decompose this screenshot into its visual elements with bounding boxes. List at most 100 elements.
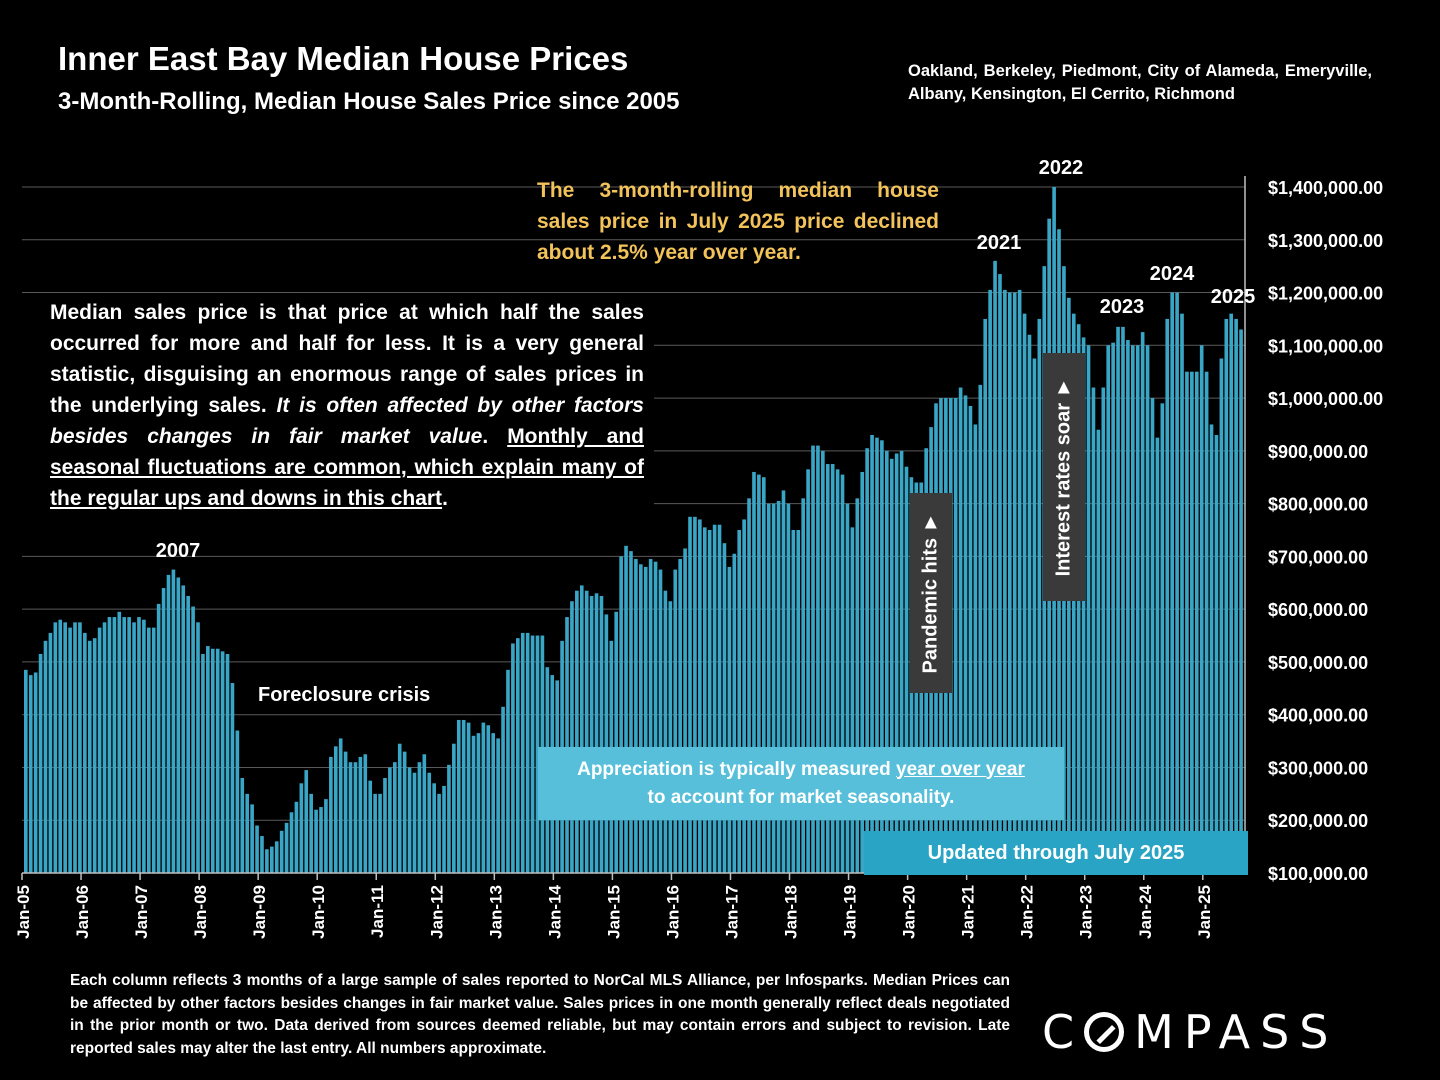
y-tick-label: $100,000.00 [1268,864,1368,884]
price-bar [1101,387,1106,873]
y-tick-label: $200,000.00 [1268,811,1368,831]
appreciation-line2: to account for market seasonality. [647,786,955,808]
price-bar [476,733,481,873]
median-note-italic: It is often affected by other factors be… [50,394,644,448]
price-bar [412,772,417,873]
price-bar [1126,340,1130,873]
y-tick-label: $1,100,000.00 [1268,336,1383,356]
price-bar [161,588,166,873]
price-bar [801,498,805,873]
price-bar [196,622,200,873]
price-bar [860,471,865,873]
price-bar [604,614,609,873]
price-bar [634,559,638,873]
price-bar [614,611,619,873]
price-bar [875,437,879,873]
price-bar [87,640,92,873]
x-tick-label: Jan-19 [841,885,860,939]
y-tick-label: $600,000.00 [1268,600,1368,620]
price-bar [348,762,353,873]
x-tick-label: Jan-17 [722,885,741,939]
price-bar [978,384,983,873]
price-bar [368,780,373,873]
price-bar [353,762,358,873]
price-bar [407,767,412,873]
y-tick-label: $700,000.00 [1268,547,1368,567]
price-bar [73,622,77,873]
price-bar [993,260,997,873]
price-bar [835,469,840,873]
price-bar [1008,292,1012,873]
price-bar [43,640,48,873]
price-bar [1032,358,1037,873]
price-bar [953,398,958,873]
price-bar [166,574,171,873]
price-bar [422,754,427,873]
median-note-sep: . [482,425,508,448]
price-bar [299,783,304,873]
x-tick-label: Jan-23 [1077,885,1096,939]
price-bar [693,516,697,873]
x-tick-label: Jan-15 [604,885,623,939]
price-bar [870,435,874,873]
price-bar [1037,318,1042,873]
y-tick-label: $500,000.00 [1268,653,1368,673]
x-tick-label: Jan-05 [14,885,33,939]
price-bar [481,722,486,873]
price-bar [565,617,569,873]
price-bar [461,719,466,873]
pandemic-label: Pandemic hits ► [919,512,942,674]
price-bar [78,622,82,873]
interest-rates-label: Interest rates soar ► [1052,377,1075,577]
price-bar [63,622,67,873]
price-bar [486,725,491,873]
price-bar [786,503,791,873]
price-bar [594,593,599,873]
price-bar [102,622,107,873]
price-bar [270,846,274,873]
price-bar [506,669,510,873]
price-bar [776,500,781,873]
price-bar [1135,345,1140,873]
price-bar [1199,345,1204,873]
price-bar [309,793,313,873]
price-bar [437,793,441,873]
price-bar [904,466,909,873]
price-bar [1111,342,1115,874]
price-bar [373,793,377,873]
price-bar [1185,371,1189,873]
price-bar [1204,371,1209,873]
price-bar [447,764,451,873]
price-bar [865,448,869,873]
price-bar [599,595,604,873]
x-tick-label: Jan-18 [782,885,801,939]
price-bar [471,735,476,873]
price-bar [840,474,845,873]
price-bar [988,289,992,873]
price-bar [771,503,776,873]
price-bar [757,474,761,873]
price-bar [1091,387,1096,873]
x-tick-label: Jan-06 [73,885,92,939]
price-bar [1209,424,1214,873]
price-bar [210,648,215,873]
price-bar [737,530,742,873]
chart-annotation: 2007 [156,540,201,562]
x-tick-label: Jan-12 [427,885,446,939]
price-bar [653,561,658,873]
price-bar [806,469,810,873]
x-tick-label: Jan-14 [545,884,564,938]
price-bar [260,836,264,873]
x-tick-label: Jan-09 [250,885,269,939]
price-bar [530,635,535,873]
price-bar [294,801,299,873]
price-bar [825,464,830,873]
footnote: Each column reflects 3 months of a large… [70,972,1010,1057]
logo-c: C [1042,1005,1085,1059]
y-tick-label: $1,400,000.00 [1268,178,1383,198]
price-bar [821,450,825,873]
price-bar [830,464,835,873]
price-bar [639,564,643,873]
x-tick-label: Jan-11 [368,885,387,938]
